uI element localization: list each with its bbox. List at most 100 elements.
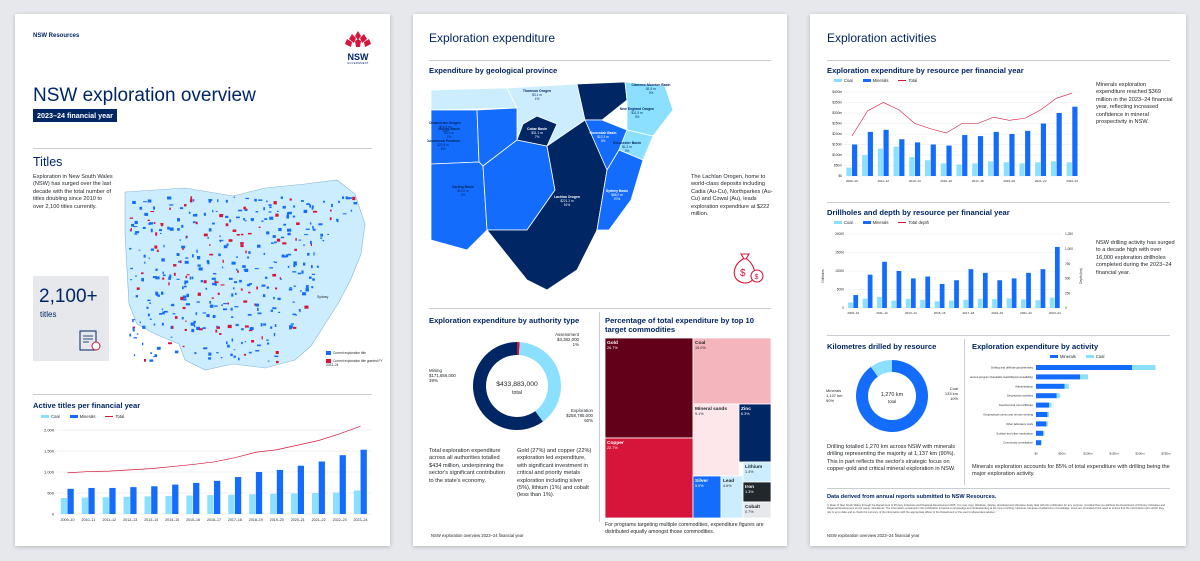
title-block: [275, 351, 279, 354]
treemap-name: Zinc: [741, 406, 751, 412]
title-block: [223, 303, 227, 305]
title-block: [282, 242, 287, 245]
title-block: [243, 206, 246, 210]
title-block: [266, 200, 268, 203]
title-block: [159, 313, 163, 315]
title-block: [311, 265, 313, 269]
y-tick-label: $200m: [832, 132, 842, 136]
title-block: [255, 303, 259, 307]
title-block: [142, 226, 146, 229]
title-block: [144, 212, 149, 216]
x-tick-label: 2023–24: [1049, 311, 1061, 315]
title-block: [173, 272, 176, 276]
title-block: [130, 267, 133, 270]
title-block: [162, 311, 165, 315]
bar-minerals: [172, 484, 179, 514]
title-block: [139, 321, 141, 324]
title-block: [298, 239, 302, 241]
title-block: [185, 303, 190, 306]
title-block: [301, 200, 304, 202]
x-tick-label: 2013–14: [144, 518, 158, 522]
title-block: [263, 252, 266, 255]
title-block: [350, 209, 353, 212]
title-block: [288, 211, 292, 215]
title-block: [258, 226, 261, 228]
title-block: [302, 292, 307, 296]
title-block: [248, 351, 252, 354]
commodities-title: Percentage of total expenditure by top 1…: [605, 316, 754, 334]
bar-coal: [353, 490, 361, 514]
title-block: [347, 197, 351, 200]
activity-label: Administration: [1015, 384, 1033, 388]
bar-minerals: [109, 487, 116, 514]
bar-coal: [1132, 365, 1156, 370]
title-block: [302, 244, 305, 246]
page-title: Exploration activities: [827, 31, 937, 45]
y-tick-label: 500: [47, 490, 54, 495]
y-tick-label: $100m: [832, 153, 842, 157]
title-block: [283, 255, 287, 258]
activity-label: Geophysics activities: [1007, 394, 1034, 398]
x-tick-label: 2009–10: [60, 518, 74, 522]
title-block: [292, 301, 295, 303]
data-note: Data derived from annual reports submitt…: [827, 494, 997, 500]
title-block: [185, 257, 189, 259]
x-tick-label: $250m: [1161, 452, 1171, 456]
donut-label: Exploration: [571, 408, 594, 413]
bar-minerals: [883, 129, 889, 176]
bar-minerals: [867, 274, 873, 308]
title-block: [292, 326, 297, 329]
y2-tick-label: 0: [1065, 306, 1067, 310]
bar-coal: [893, 146, 899, 176]
title-block: [160, 232, 162, 234]
title-block: [278, 228, 282, 232]
province-name: Gloucester Basin: [613, 141, 641, 145]
treemap-cell: [605, 437, 694, 518]
title-block: [336, 219, 339, 223]
title-block: [229, 219, 232, 223]
title-block: [311, 207, 314, 210]
bar-coal: [963, 299, 969, 308]
y2-tick-label: 500: [1065, 277, 1071, 281]
exp-title: Exploration expenditure by resource per …: [827, 66, 1024, 75]
title-block: [280, 278, 282, 280]
donut-slice: [517, 342, 520, 356]
y-tick-label: 0: [52, 511, 55, 516]
title-block: [250, 218, 254, 221]
title-block: [155, 276, 158, 280]
title-block: [184, 328, 187, 331]
donut-label: $258,785,000: [566, 413, 593, 418]
title-block: [292, 215, 296, 218]
bar-minerals: [1056, 113, 1062, 176]
title-block: [162, 274, 166, 276]
y-tick-label: 2,000: [44, 427, 55, 432]
title-block: [207, 236, 209, 239]
title-block: [216, 325, 219, 328]
title-block: [240, 233, 244, 236]
title-block: [134, 233, 138, 235]
bar-minerals: [151, 486, 158, 514]
title-block: [196, 301, 200, 303]
title-block: [130, 228, 132, 232]
title-block: [342, 213, 347, 215]
title-block: [320, 237, 323, 239]
title-block: [304, 234, 309, 236]
title-block: [283, 223, 287, 226]
y-tick-label: 15000: [835, 251, 844, 255]
x-tick-label: $50m: [1058, 452, 1066, 456]
waratah-icon: [345, 31, 371, 47]
title-block: [260, 323, 263, 327]
bar-minerals: [954, 280, 959, 308]
donut-label: 60%: [584, 418, 593, 423]
title-block: [182, 295, 187, 299]
map-city-label: Sydney: [317, 295, 329, 299]
title-block: [133, 337, 137, 339]
donut-total-label: total: [512, 390, 522, 396]
bar-coal: [909, 157, 915, 176]
titles-intro: Exploration in New South Wales (NSW) has…: [33, 174, 113, 210]
title-block: [244, 341, 247, 343]
y-tick-label: $300m: [832, 111, 842, 115]
title-block: [263, 323, 267, 326]
title-block: [179, 260, 182, 264]
